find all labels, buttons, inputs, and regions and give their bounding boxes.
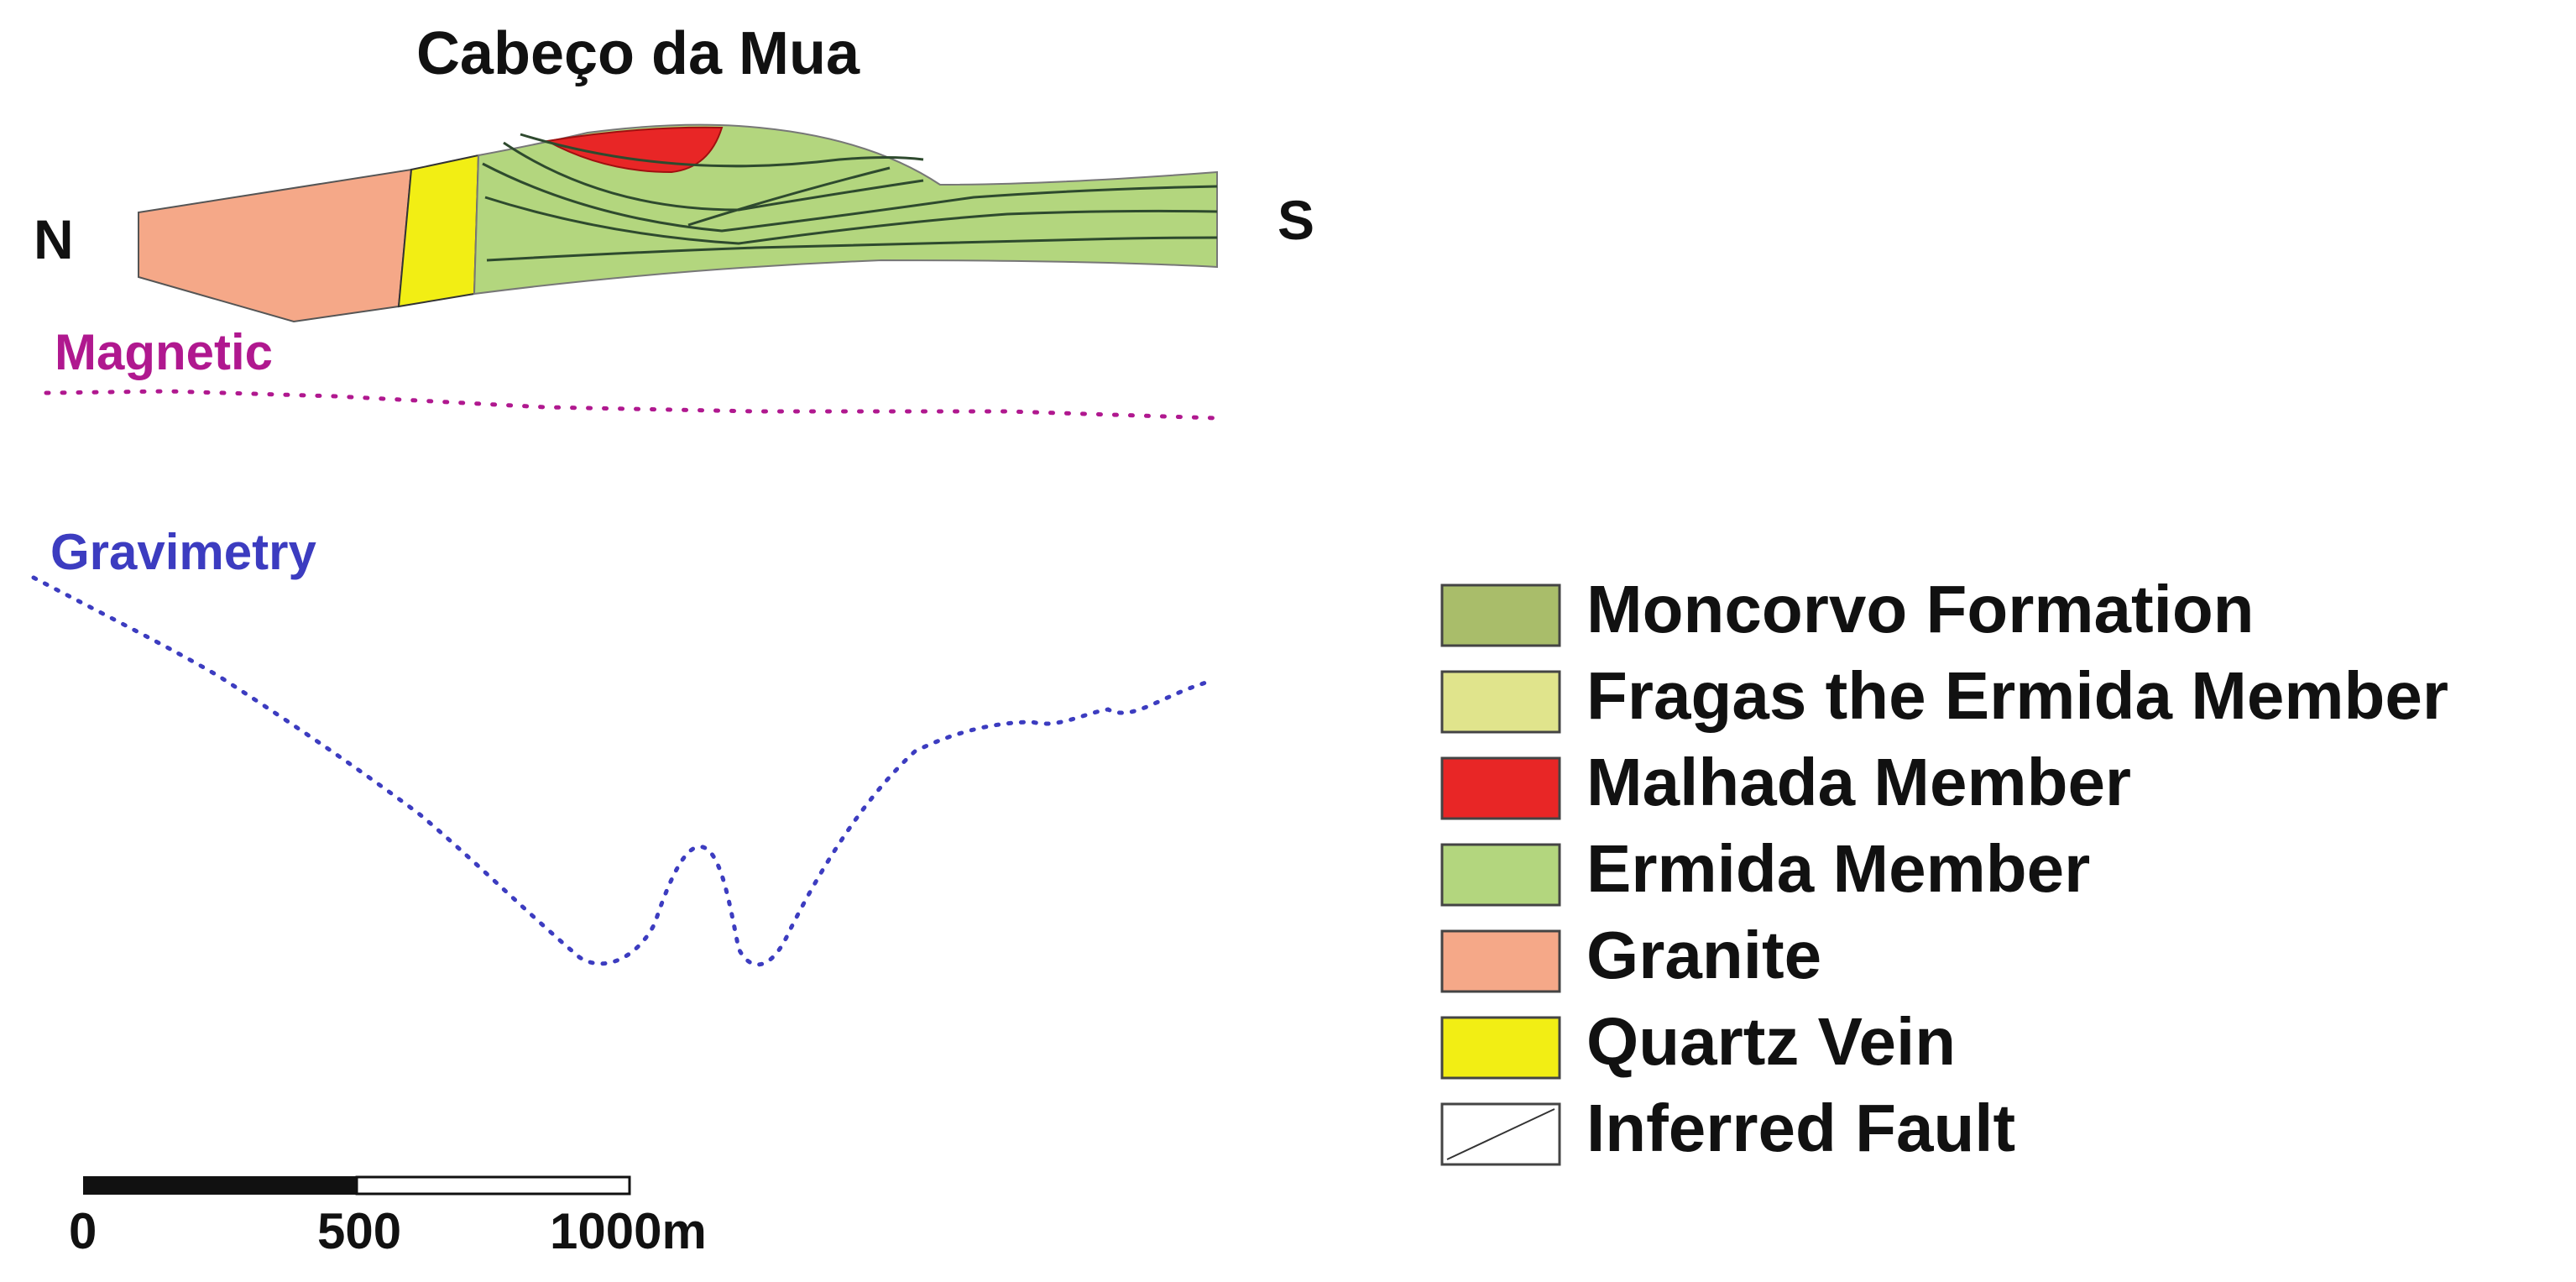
- legend-item: Moncorvo Formation: [1440, 572, 2255, 647]
- legend-label: Inferred Fault: [1586, 1091, 2015, 1165]
- fault-line-stroke: [1446, 1108, 1555, 1160]
- legend-label: Malhada Member: [1586, 745, 2131, 819]
- legend-swatch-icon: [1440, 1016, 1561, 1080]
- legend-swatch-icon: [1440, 843, 1561, 907]
- scale-bar-dark-segment: [83, 1176, 358, 1195]
- direction-north-label: N: [34, 208, 74, 270]
- legend-item: Fragas the Ermida Member: [1440, 658, 2448, 734]
- gravimetry-label: Gravimetry: [50, 524, 316, 580]
- scale-bar: 0 500 1000m: [69, 1175, 707, 1259]
- legend-item: Inferred Fault: [1440, 1091, 2015, 1166]
- legend-item: Quartz Vein: [1440, 1004, 1956, 1080]
- legend-item: Ermida Member: [1440, 831, 2090, 907]
- gravimetry-profile-line: [31, 575, 1211, 967]
- scale-tick-label: 500: [317, 1203, 401, 1259]
- legend-item: Granite: [1440, 918, 1821, 993]
- legend-item: Malhada Member: [1440, 745, 2131, 820]
- legend-label: Granite: [1586, 918, 1821, 992]
- legend-label: Fragas the Ermida Member: [1586, 658, 2448, 733]
- legend-swatch-icon: [1440, 583, 1561, 647]
- legend-label: Ermida Member: [1586, 831, 2090, 906]
- malhada-member-unit: [544, 126, 724, 174]
- granite-unit: [138, 168, 413, 323]
- legend-label: Moncorvo Formation: [1586, 572, 2255, 646]
- scale-tick-label: 1000m: [550, 1203, 707, 1259]
- legend-swatch-icon: [1440, 929, 1561, 993]
- bedding-lines: [482, 133, 1218, 262]
- section-title: Cabeço da Mua: [416, 20, 860, 87]
- magnetic-label: Magnetic: [55, 324, 273, 380]
- quartz-vein-unit: [397, 154, 480, 308]
- scale-tick-label: 0: [69, 1203, 97, 1259]
- legend-swatch-icon: [1440, 756, 1561, 820]
- legend-label: Quartz Vein: [1586, 1004, 1956, 1079]
- magnetic-profile-line: [44, 389, 1220, 421]
- scale-bar-light-segment: [355, 1175, 631, 1196]
- direction-south-label: S: [1278, 189, 1314, 251]
- legend-swatch-icon: [1440, 670, 1561, 734]
- legend: Moncorvo Formation Fragas the Ermida Memb…: [1440, 572, 2448, 1166]
- geological-cross-section: [138, 123, 1218, 323]
